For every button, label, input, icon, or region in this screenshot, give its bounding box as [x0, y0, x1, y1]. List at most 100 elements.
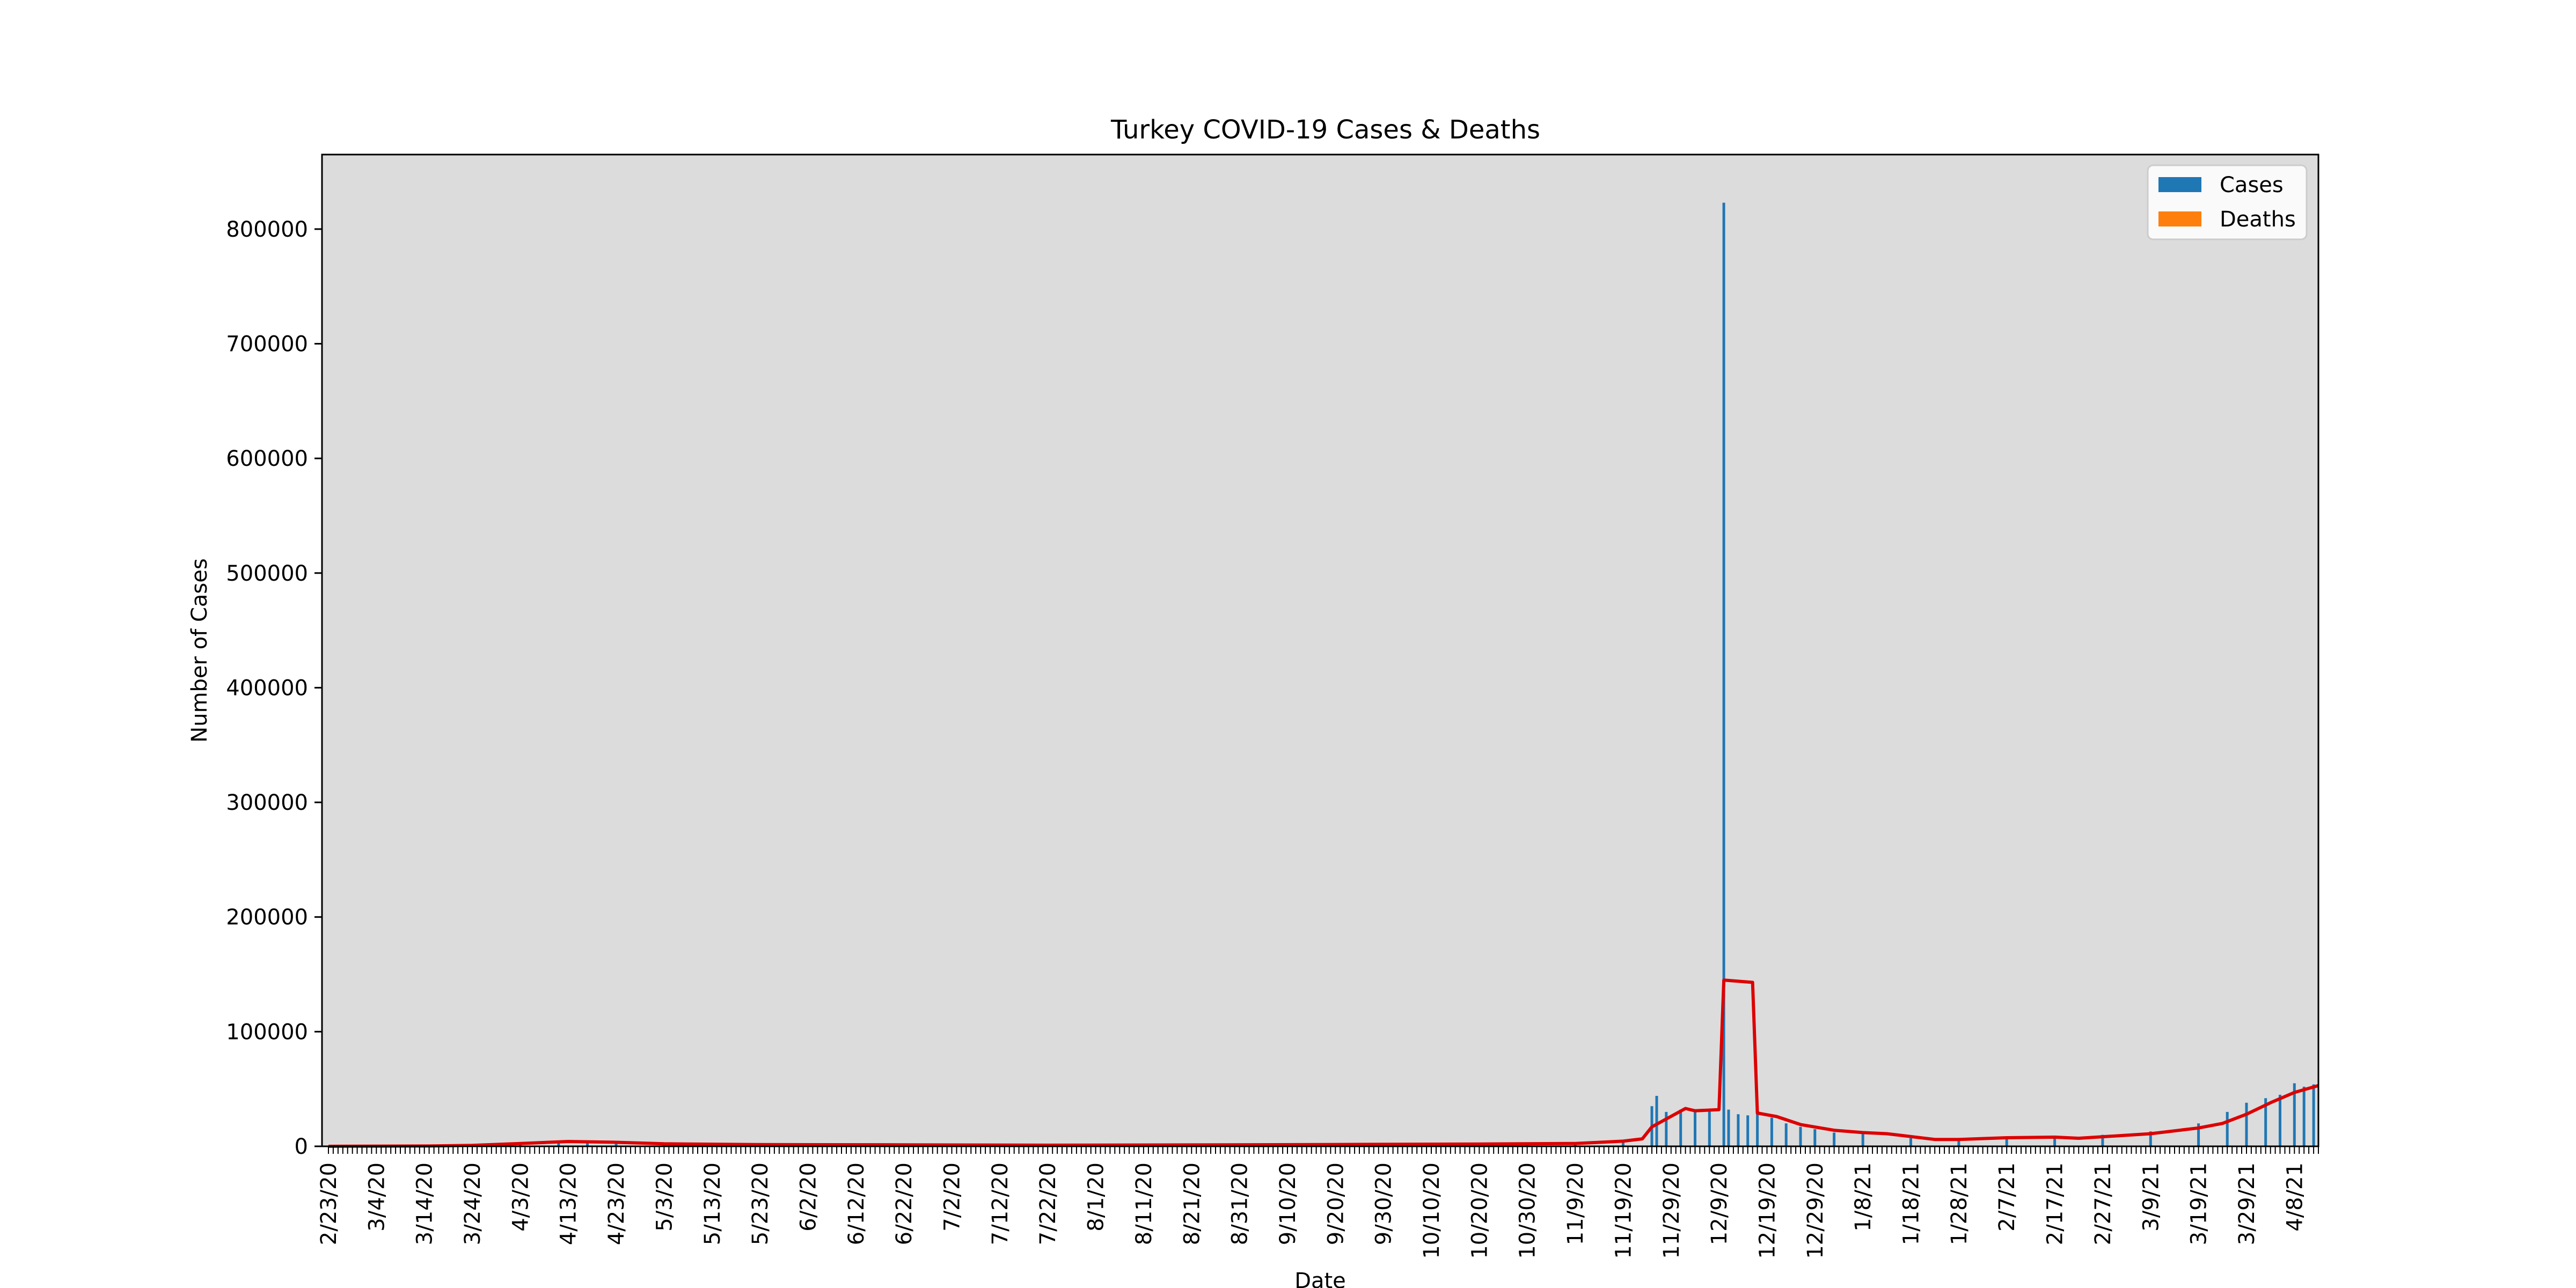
- y-tick-label: 600000: [226, 447, 308, 471]
- bar-cases: [1784, 1123, 1788, 1146]
- x-tick-label: 10/30/20: [1516, 1162, 1540, 1259]
- bar-cases: [2101, 1135, 2104, 1146]
- y-tick-label: 0: [295, 1135, 308, 1159]
- x-tick-label: 8/1/20: [1084, 1162, 1109, 1232]
- trend-group: [328, 978, 2319, 1148]
- x-tick-label: 10/20/20: [1467, 1162, 1492, 1259]
- x-tick-label: 3/9/21: [2139, 1162, 2163, 1232]
- x-tick-label: 2/23/20: [317, 1162, 341, 1245]
- x-tick-label: 3/14/20: [413, 1162, 437, 1245]
- x-tick-label: 10/10/20: [1419, 1162, 1444, 1259]
- y-tick-label: 700000: [226, 332, 308, 357]
- bar-cases: [2053, 1138, 2057, 1146]
- x-tick-label: 5/23/20: [748, 1162, 773, 1245]
- x-tick-label: 3/19/21: [2187, 1162, 2212, 1245]
- bar-cases: [2005, 1138, 2008, 1146]
- legend-label-cases: Cases: [2220, 173, 2284, 197]
- x-tick-label: 7/2/20: [940, 1162, 965, 1232]
- x-tick-label: 1/18/21: [1899, 1162, 1924, 1245]
- bars-group: [451, 202, 2315, 1147]
- x-tick-label: 4/8/21: [2282, 1162, 2307, 1232]
- bar-cases: [2149, 1131, 2152, 1146]
- bar-cases: [1665, 1111, 1668, 1146]
- bar-cases: [1799, 1126, 1802, 1146]
- x-tick-label: 1/28/21: [1947, 1162, 1972, 1245]
- x-axis: 2/23/20 3/4/20 3/14/20 3/24/20 4/3/20 4/13/20…: [317, 1146, 2319, 1259]
- bar-cases: [2302, 1086, 2306, 1146]
- x-tick-label: 11/19/20: [1611, 1162, 1636, 1259]
- bar-cases: [1694, 1111, 1696, 1146]
- bar-cases: [2312, 1084, 2315, 1146]
- x-tick-label: 12/19/20: [1755, 1162, 1780, 1259]
- bar-cases: [1770, 1117, 1773, 1146]
- y-tick-label: 300000: [226, 791, 308, 815]
- x-tick-label: 2/17/21: [2043, 1162, 2068, 1245]
- bar-cases: [1621, 1141, 1624, 1146]
- x-tick-label: 6/2/20: [796, 1162, 821, 1232]
- legend-swatch-deaths: [2158, 211, 2201, 226]
- y-tick-label: 400000: [226, 676, 308, 700]
- x-tick-label: 7/22/20: [1036, 1162, 1060, 1245]
- bar-cases: [2197, 1123, 2200, 1146]
- bar-cases: [586, 1141, 589, 1146]
- legend-label-deaths: Deaths: [2220, 207, 2296, 232]
- bar-cases: [1833, 1132, 1836, 1146]
- bar-cases: [2279, 1094, 2281, 1146]
- bar-cases: [1861, 1133, 1864, 1146]
- y-tick-label: 100000: [226, 1020, 308, 1044]
- bar-cases: [2245, 1102, 2248, 1146]
- bar-cases: [1746, 1115, 1750, 1146]
- legend: Cases Deaths: [2147, 164, 2308, 240]
- bar-cases: [1957, 1139, 1960, 1146]
- x-tick-label: 12/9/20: [1707, 1162, 1732, 1245]
- bar-cases: [1756, 1111, 1759, 1146]
- x-tick-label: 2/27/21: [2091, 1162, 2116, 1245]
- x-tick-label: 12/29/20: [1803, 1162, 1828, 1259]
- x-tick-label: 4/23/20: [604, 1162, 629, 1245]
- x-tick-label: 9/10/20: [1276, 1162, 1300, 1245]
- x-tick-label: 4/3/20: [508, 1162, 533, 1232]
- bar-cases: [614, 1141, 618, 1146]
- y-tick-label: 800000: [226, 217, 308, 242]
- trend-line: [328, 978, 2319, 1148]
- legend-swatch-cases: [2158, 177, 2201, 192]
- x-axis-label: Date: [1294, 1269, 1346, 1288]
- bar-cases: [1679, 1109, 1682, 1146]
- x-tick-label: 2/7/21: [1995, 1162, 2019, 1232]
- x-tick-label: 11/29/20: [1659, 1162, 1684, 1259]
- bar-cases: [1813, 1129, 1817, 1146]
- bar-cases: [1737, 1114, 1740, 1146]
- y-tick-label: 500000: [226, 561, 308, 586]
- x-tick-label: 8/11/20: [1132, 1162, 1157, 1245]
- bar-cases: [1727, 1109, 1730, 1146]
- x-tick-label: 3/4/20: [364, 1162, 389, 1232]
- bar-cases: [1909, 1138, 1912, 1146]
- y-tick-label: 200000: [226, 905, 308, 930]
- bar-cases: [2293, 1083, 2296, 1146]
- chart-title: Turkey COVID-19 Cases & Deaths: [1110, 115, 1540, 145]
- x-tick-label: 8/21/20: [1180, 1162, 1204, 1245]
- bar-cases: [1708, 1110, 1711, 1146]
- plot-frame: [321, 153, 2319, 1147]
- x-tick-label: 3/24/20: [460, 1162, 485, 1245]
- x-tick-label: 5/3/20: [652, 1162, 677, 1232]
- bar-cases: [1722, 202, 1725, 1147]
- y-axis-label: Number of Cases: [187, 558, 212, 742]
- plot-area: [322, 155, 2318, 1146]
- x-tick-label: 3/29/21: [2235, 1162, 2259, 1245]
- y-axis: 0 100000 200000 300000 400000 500000 600000 700…: [226, 217, 322, 1159]
- x-tick-label: 8/31/20: [1228, 1162, 1253, 1245]
- x-tick-label: 9/30/20: [1372, 1162, 1396, 1245]
- x-tick-label: 4/13/20: [557, 1162, 581, 1245]
- x-tick-label: 5/13/20: [700, 1162, 725, 1245]
- x-tick-label: 6/22/20: [892, 1162, 917, 1245]
- x-tick-label: 1/8/21: [1851, 1162, 1876, 1232]
- bar-cases: [2226, 1111, 2229, 1146]
- x-tick-label: 6/12/20: [844, 1162, 869, 1245]
- bar-cases: [2264, 1098, 2267, 1146]
- x-tick-label: 11/9/20: [1563, 1162, 1588, 1245]
- x-tick-label: 9/20/20: [1323, 1162, 1348, 1245]
- x-tick-label: 7/12/20: [988, 1162, 1013, 1245]
- bar-cases: [1655, 1096, 1658, 1146]
